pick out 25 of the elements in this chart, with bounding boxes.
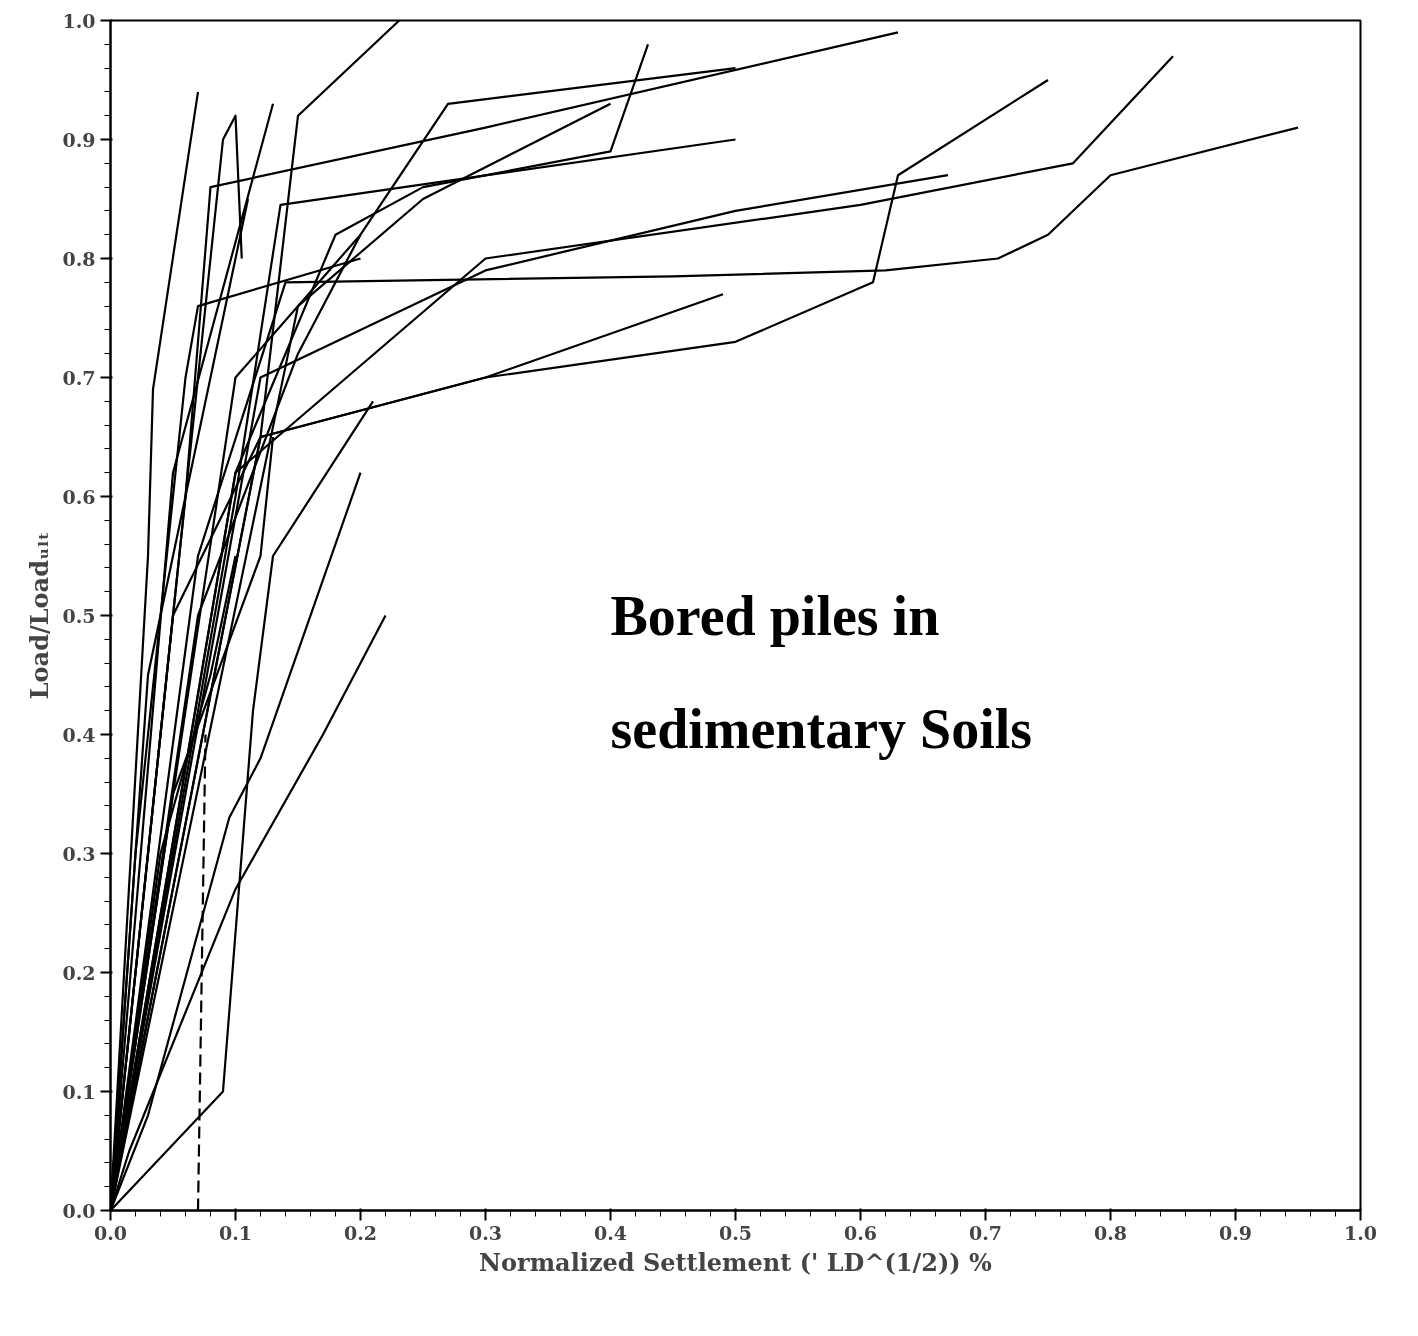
y-tick-label: 0.3 xyxy=(62,842,96,865)
y-tick-label: 0.5 xyxy=(62,604,96,627)
y-tick-label: 0.9 xyxy=(62,128,96,151)
y-tick-label: 0.4 xyxy=(62,723,96,746)
x-tick-label: 0.2 xyxy=(343,1221,378,1244)
y-tick-label: 0.1 xyxy=(62,1080,96,1103)
y-tick-label: 1.0 xyxy=(62,9,96,32)
y-tick-label: 0.6 xyxy=(62,485,96,508)
x-tick-label: 1.0 xyxy=(1343,1221,1378,1244)
x-tick-label: 0.5 xyxy=(718,1221,753,1244)
x-tick-label: 0.3 xyxy=(468,1221,503,1244)
x-tick-label: 0.7 xyxy=(968,1221,1003,1244)
x-axis-title: Normalized Settlement (' LD^(1/2)) % xyxy=(479,1247,993,1277)
x-tick-label: 0.8 xyxy=(1093,1221,1128,1244)
y-axis-title: Load/Loadᵤₗₜ xyxy=(25,531,55,700)
annotation: Bored piles in sedimentary Soils xyxy=(610,584,1033,760)
y-tick-label: 0.7 xyxy=(62,366,96,389)
x-tick-label: 0.1 xyxy=(218,1221,253,1244)
x-tick-label: 0.4 xyxy=(593,1221,628,1244)
y-tick-label: 0.0 xyxy=(62,1199,96,1222)
x-tick-label: 0.9 xyxy=(1218,1221,1253,1244)
y-tick-label: 0.2 xyxy=(62,961,96,984)
y-tick-label: 0.8 xyxy=(62,247,96,270)
x-tick-label: 0.6 xyxy=(843,1221,878,1244)
x-tick-label: 0.0 xyxy=(93,1221,128,1244)
